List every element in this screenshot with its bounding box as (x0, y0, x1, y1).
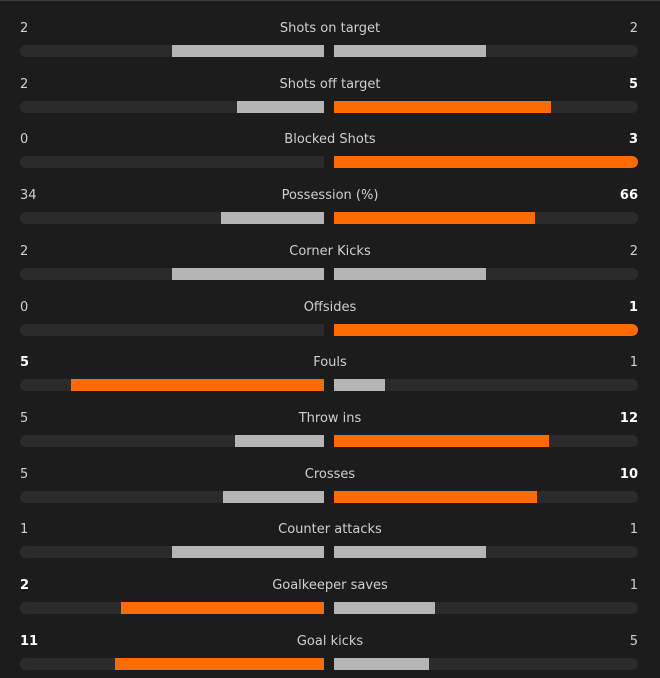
away-value: 10 (619, 466, 638, 482)
away-bar (334, 434, 549, 447)
away-bar (334, 657, 429, 670)
stat-label: Corner Kicks (289, 243, 371, 259)
home-value: 5 (20, 466, 29, 482)
home-bar (70, 379, 324, 392)
away-value: 1 (628, 299, 638, 315)
home-value: 2 (20, 76, 29, 92)
stat-label: Throw ins (298, 410, 362, 426)
home-bar (222, 490, 324, 503)
away-value: 2 (629, 243, 638, 259)
away-bar (334, 212, 535, 225)
away-value: 1 (629, 355, 638, 371)
away-bar (334, 546, 486, 559)
stat-label: Counter attacks (278, 522, 382, 538)
home-value: 34 (20, 188, 37, 204)
away-bar (334, 45, 486, 57)
stat-label: Shots on target (279, 21, 381, 36)
home-bar (172, 45, 324, 57)
away-bar (334, 100, 552, 113)
away-value: 5 (628, 76, 638, 92)
stat-label: Fouls (313, 355, 347, 371)
home-bar (237, 100, 324, 113)
away-bar (334, 156, 638, 169)
home-value: 5 (20, 410, 29, 426)
away-bar (334, 267, 486, 280)
away-value: 3 (628, 132, 638, 148)
stat-label: Shots off target (279, 76, 381, 92)
home-bar (172, 267, 324, 280)
home-bar (115, 657, 324, 670)
home-value: 2 (20, 243, 29, 259)
stat-label: Blocked Shots (284, 132, 376, 148)
away-value: 1 (629, 522, 638, 538)
home-bar (172, 546, 324, 559)
home-value: 11 (20, 633, 39, 649)
home-value: 0 (20, 299, 29, 315)
away-bar (334, 490, 537, 503)
home-track (20, 323, 324, 336)
home-bar (121, 602, 324, 614)
away-value: 5 (629, 633, 638, 649)
stat-label: Crosses (304, 466, 356, 482)
home-bar (234, 434, 324, 447)
stat-label: Offsides (303, 299, 357, 315)
home-value: 2 (20, 21, 29, 36)
away-value: 12 (619, 410, 638, 426)
away-value: 1 (629, 578, 638, 593)
home-value: 1 (20, 522, 29, 538)
stat-label: Goal kicks (296, 633, 364, 649)
away-bar (334, 379, 385, 392)
home-bar (220, 212, 324, 225)
away-value: 2 (629, 21, 638, 36)
home-track (20, 156, 324, 169)
stat-label: Possession (%) (281, 188, 379, 204)
home-value: 2 (20, 578, 30, 593)
away-bar (334, 323, 638, 336)
away-track (334, 379, 638, 392)
home-value: 0 (20, 132, 29, 148)
away-bar (334, 602, 436, 614)
away-value: 66 (619, 188, 638, 204)
stat-label: Goalkeeper saves (272, 578, 388, 593)
home-value: 5 (20, 355, 30, 371)
